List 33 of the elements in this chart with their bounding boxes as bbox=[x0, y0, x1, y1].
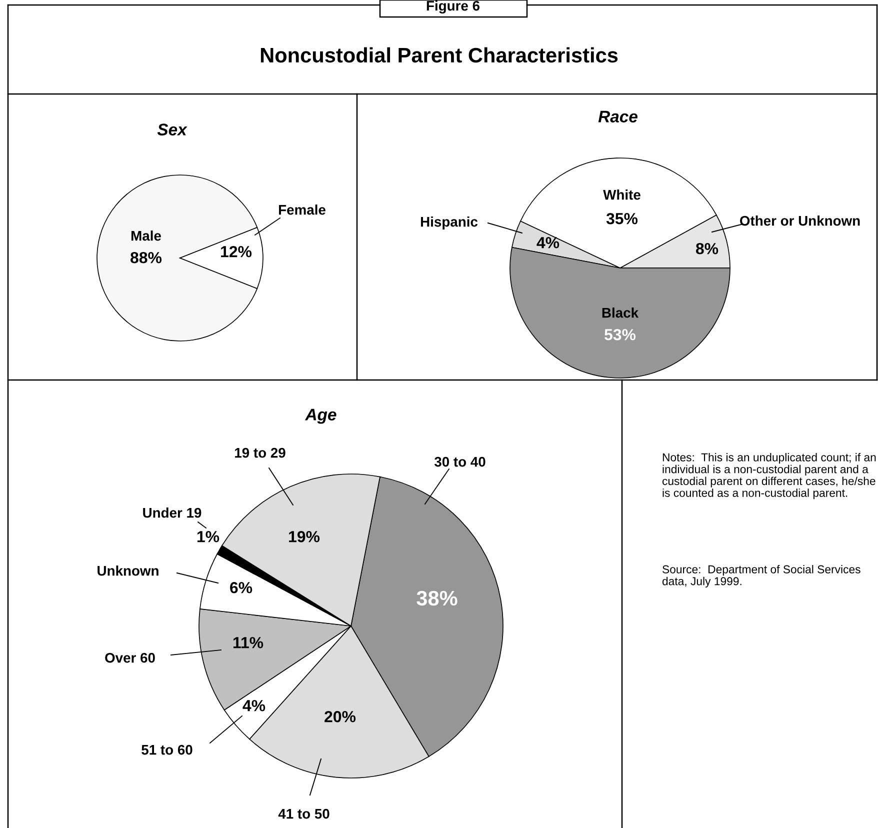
slice-label: Under 19 bbox=[143, 508, 202, 518]
chart-title: Race bbox=[598, 110, 638, 122]
text: Noncustodial Parent Characteristics bbox=[260, 47, 618, 63]
chart-title: Sex bbox=[157, 124, 188, 136]
data-label: 12% bbox=[221, 246, 252, 258]
data-label: 19% bbox=[289, 530, 320, 542]
data-label: 11% bbox=[233, 637, 264, 648]
slice-label: Over 60 bbox=[105, 652, 155, 663]
slice-label: Black bbox=[602, 308, 639, 318]
data-label: 8% bbox=[696, 242, 718, 254]
data-label: 6% bbox=[230, 582, 252, 594]
data-label: 38% bbox=[416, 590, 458, 606]
slice-label: Hispanic bbox=[420, 216, 478, 230]
legend-label: Unknown bbox=[98, 566, 158, 576]
caption: Figure 6 bbox=[426, 0, 480, 14]
text: Notes: This is an unduplicated count; if an individual is a non-custodial parent and a custodial parent on different cases, he/she is counted as a non-custodial parent. bbox=[662, 453, 876, 500]
data-label: 20% bbox=[324, 710, 356, 722]
chart-title: Age bbox=[304, 408, 336, 424]
slice-label: Male bbox=[131, 230, 161, 241]
slice-label: Female bbox=[279, 204, 326, 215]
data-label: 1% bbox=[197, 531, 220, 542]
data-label: 88% bbox=[130, 252, 162, 264]
slice-label: 19 to 29 bbox=[235, 448, 286, 458]
source-note: Source: Department of Social Services data, July 1999. bbox=[662, 565, 860, 588]
slice-label: White bbox=[603, 190, 640, 200]
data-label: 4% bbox=[242, 700, 266, 712]
slice-label: Other or Unknown bbox=[740, 216, 860, 226]
slice-label: 30 to 40 bbox=[434, 456, 486, 467]
slice-label: 51 to 60 bbox=[142, 744, 192, 755]
data-label: 35% bbox=[606, 212, 638, 224]
data-label: 53% bbox=[604, 328, 636, 340]
data-label: 4% bbox=[536, 237, 560, 248]
slice-label: 41 to 50 bbox=[278, 808, 330, 819]
